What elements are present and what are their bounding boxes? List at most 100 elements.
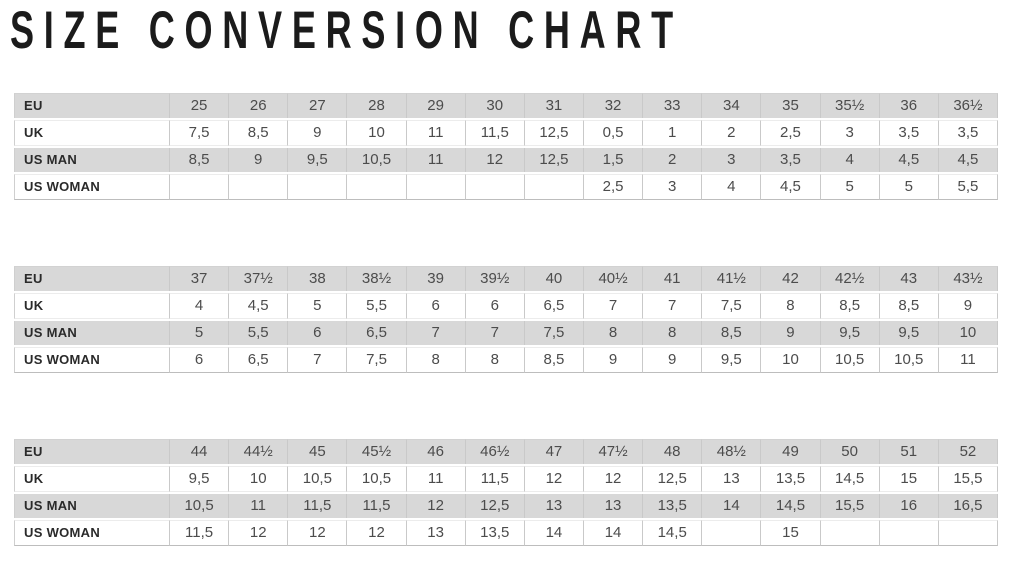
size-cell: 12,5 [524,120,584,146]
size-cell: 10,5 [879,347,939,373]
size-cell: 40½ [583,266,644,291]
size-cell: 49 [761,439,821,464]
size-cell: 3,5 [938,120,998,146]
size-cell: 6,5 [229,347,289,373]
size-cell: 11,5 [465,466,525,492]
row-header: US MAN [14,494,170,518]
table-row-us-man: US MAN 10,5 11 11,5 11,5 12 12,5 13 13 13,5 14 14,5… [14,494,998,518]
size-cell: 1,5 [583,148,644,172]
size-cell: 13,5 [643,494,703,518]
size-cell: 9 [938,293,998,319]
size-cell: 9,5 [288,148,348,172]
size-cell: 12 [406,494,466,518]
size-cell [347,174,407,200]
size-cell: 7,5 [170,120,230,146]
size-cell: 35 [761,93,821,118]
size-cell: 4,5 [229,293,289,319]
size-cell: 46 [406,439,466,464]
size-cell: 10,5 [820,347,880,373]
size-cell: 43 [879,266,939,291]
size-cell: 10,5 [170,494,230,518]
size-cell: 40 [524,266,584,291]
table-row-us-man: US MAN 8,5 9 9,5 10,5 11 12 12,5 1,5 2 3 3,5 4 4,5 4,5 [14,148,998,172]
size-cell: 12,5 [524,148,584,172]
size-cell: 8 [643,321,703,345]
size-cell: 8 [583,321,644,345]
table-row-us-woman: US WOMAN 6 6,5 7 7,5 8 8 8,5 9 9 9,5 10 10,5 10,5 11 [14,347,998,373]
size-cell: 25 [170,93,230,118]
size-cell: 11,5 [288,494,348,518]
size-cell: 11,5 [465,120,525,146]
row-header: US WOMAN [14,174,170,200]
size-cell: 0,5 [583,120,644,146]
size-cell: 12 [583,466,644,492]
size-cell: 7 [643,293,703,319]
row-header: US WOMAN [14,347,170,373]
size-cell: 14 [583,520,644,546]
size-cell: 27 [288,93,348,118]
size-cell: 8,5 [879,293,939,319]
table-row-uk: UK 7,5 8,5 9 10 11 11,5 12,5 0,5 1 2 2,5 3 3,5 3,5 [14,120,998,146]
size-cell: 8 [761,293,821,319]
size-cell: 2,5 [583,174,644,200]
size-cell: 13 [406,520,466,546]
size-cell: 2 [702,120,762,146]
size-conversion-page: SIZE CONVERSION CHART EU 25 26 27 28 29 30 31 32… [0,4,1012,565]
size-cell: 41 [643,266,703,291]
size-cell [288,174,348,200]
size-cell: 14,5 [761,494,821,518]
size-cell: 7,5 [702,293,762,319]
size-cell: 8,5 [170,148,230,172]
size-cell: 14,5 [643,520,703,546]
size-cell: 14,5 [820,466,880,492]
size-cell: 7 [583,293,644,319]
size-cell: 47½ [583,439,644,464]
size-cell [524,174,584,200]
size-cell: 7,5 [347,347,407,373]
size-cell: 11 [406,120,466,146]
size-cell: 14 [524,520,584,546]
size-cell: 13 [702,466,762,492]
size-cell: 44½ [229,439,289,464]
size-cell: 3,5 [761,148,821,172]
size-cell: 15 [761,520,821,546]
size-cell: 35½ [820,93,880,118]
size-cell: 7 [465,321,525,345]
size-cell: 29 [406,93,466,118]
size-cell: 33 [643,93,703,118]
size-cell: 5,5 [938,174,998,200]
page-title: SIZE CONVERSION CHART [10,1,683,60]
size-cell: 6 [465,293,525,319]
size-cell: 7 [288,347,348,373]
row-header: US WOMAN [14,520,170,546]
size-cell: 8 [406,347,466,373]
size-cell: 12 [524,466,584,492]
size-cell: 34 [702,93,762,118]
row-header: US MAN [14,148,170,172]
size-cell: 4 [170,293,230,319]
size-cell: 12 [347,520,407,546]
size-cell: 9,5 [170,466,230,492]
size-cell: 4,5 [879,148,939,172]
row-header: UK [14,120,170,146]
size-table-eu-25-36: EU 25 26 27 28 29 30 31 32 33 34 35 35½ 36 36½ UK 7,5 8,5… [14,91,998,202]
table-row-eu: EU 44 44½ 45 45½ 46 46½ 47 47½ 48 48½ 49 50 51 52 [14,439,998,464]
size-cell: 6,5 [347,321,407,345]
size-cell: 13 [583,494,644,518]
size-cell: 43½ [938,266,998,291]
size-cell: 7,5 [524,321,584,345]
size-cell: 1 [643,120,703,146]
size-cell: 4,5 [938,148,998,172]
size-cell: 48 [643,439,703,464]
size-cell: 10,5 [347,148,407,172]
size-cell: 11,5 [347,494,407,518]
size-cell: 8 [465,347,525,373]
row-header: EU [14,93,170,118]
size-cell: 30 [465,93,525,118]
size-cell: 10 [347,120,407,146]
size-cell [879,520,939,546]
table-row-eu: EU 25 26 27 28 29 30 31 32 33 34 35 35½ 36 36½ [14,93,998,118]
size-cell [406,174,466,200]
size-cell: 11 [406,148,466,172]
size-cell: 6,5 [524,293,584,319]
